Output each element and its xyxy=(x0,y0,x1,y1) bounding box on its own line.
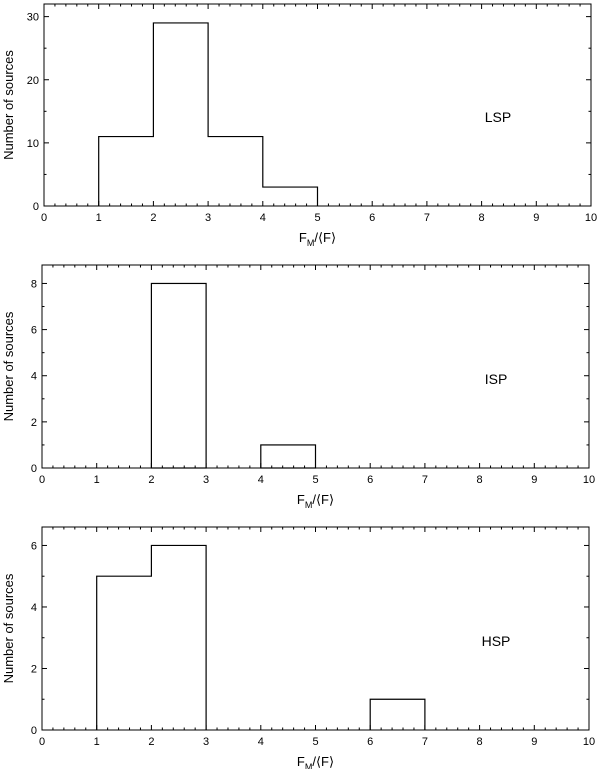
histogram-outline xyxy=(96,544,426,730)
x-tick-label: 4 xyxy=(258,474,264,486)
x-tick-label: 3 xyxy=(205,212,211,224)
x-axis-label: FM/⟨F⟩ xyxy=(297,492,334,510)
x-tick-label: 2 xyxy=(148,474,154,486)
histogram-bar xyxy=(263,187,318,206)
x-tick-label: 6 xyxy=(367,474,373,486)
x-tick-label: 8 xyxy=(479,212,485,224)
y-tick-label: 6 xyxy=(31,540,37,552)
y-tick-label: 10 xyxy=(27,138,39,150)
x-tick-label: 0 xyxy=(39,474,45,486)
histogram-panel-isp: 0 1 2 3 4 5 6 7 8 9 10 0 2 4 6 8 FM/⟨F⟩ Number of sources… xyxy=(1,264,595,510)
x-tick-label: 0 xyxy=(41,212,47,224)
y-tick-label: 2 xyxy=(31,417,37,429)
y-tick-label: 30 xyxy=(27,12,39,24)
histogram-outline xyxy=(98,22,319,206)
histogram-bar xyxy=(150,282,207,469)
panel-label: ISP xyxy=(485,371,508,387)
x-tick-label: 9 xyxy=(531,474,537,486)
y-tick-label: 2 xyxy=(31,663,37,675)
x-tick-label: 8 xyxy=(477,474,483,486)
panel-label: HSP xyxy=(482,633,511,649)
x-tick-label: 10 xyxy=(585,212,597,224)
x-tick-label: 7 xyxy=(422,736,428,748)
x-tick-label: 2 xyxy=(150,212,156,224)
x-tick-label: 9 xyxy=(533,212,539,224)
y-axis-label: Number of sources xyxy=(1,573,16,683)
y-tick-label: 4 xyxy=(31,371,37,383)
plot-frame xyxy=(41,526,590,731)
panel-label: LSP xyxy=(485,109,511,125)
x-tick-label: 6 xyxy=(367,736,373,748)
x-tick-label: 9 xyxy=(531,736,537,748)
y-axis-label: Number of sources xyxy=(1,50,16,160)
x-tick-label: 3 xyxy=(203,736,209,748)
x-axis-label: FM/⟨F⟩ xyxy=(297,754,334,769)
y-tick-label: 0 xyxy=(33,201,39,213)
y-tick-label: 6 xyxy=(31,325,37,337)
histogram-bar xyxy=(153,23,208,206)
x-tick-label: 1 xyxy=(94,474,100,486)
x-tick-label: 10 xyxy=(583,736,595,748)
histogram-bar xyxy=(97,576,152,730)
x-tick-label: 1 xyxy=(94,736,100,748)
x-tick-label: 4 xyxy=(258,736,264,748)
x-tick-label: 4 xyxy=(260,212,266,224)
histogram-panel-hsp: 0 1 2 3 4 5 6 7 8 9 10 0 2 4 6 FM/⟨F⟩ Number of sources H… xyxy=(1,526,595,769)
histogram-bar xyxy=(370,699,425,730)
y-tick-label: 20 xyxy=(27,75,39,87)
x-tick-label: 3 xyxy=(203,474,209,486)
x-tick-label: 7 xyxy=(424,212,430,224)
histogram-bar xyxy=(260,444,317,469)
x-tick-label: 2 xyxy=(148,736,154,748)
x-tick-label: 1 xyxy=(96,212,102,224)
x-tick-label: 7 xyxy=(422,474,428,486)
y-tick-label: 0 xyxy=(31,463,37,475)
plot-frame xyxy=(43,3,592,207)
x-tick-label: 5 xyxy=(312,474,318,486)
y-tick-label: 4 xyxy=(31,602,37,614)
x-tick-label: 5 xyxy=(312,736,318,748)
x-tick-label: 8 xyxy=(477,736,483,748)
histogram-panel-lsp: 0 1 2 3 4 5 6 7 8 9 10 0 10 20 30 FM/⟨F⟩ Number of sourc… xyxy=(1,3,597,248)
x-tick-label: 5 xyxy=(314,212,320,224)
histogram-bar xyxy=(151,545,206,730)
y-axis-label: Number of sources xyxy=(1,311,16,421)
x-axis-label: FM/⟨F⟩ xyxy=(299,230,336,248)
y-tick-label: 8 xyxy=(31,278,37,290)
x-tick-label: 6 xyxy=(369,212,375,224)
histogram-bar xyxy=(208,137,263,206)
x-tick-label: 0 xyxy=(39,736,45,748)
y-tick-label: 0 xyxy=(31,725,37,737)
plot-frame xyxy=(41,264,590,469)
x-tick-label: 10 xyxy=(583,474,595,486)
histogram-bar xyxy=(99,137,154,206)
